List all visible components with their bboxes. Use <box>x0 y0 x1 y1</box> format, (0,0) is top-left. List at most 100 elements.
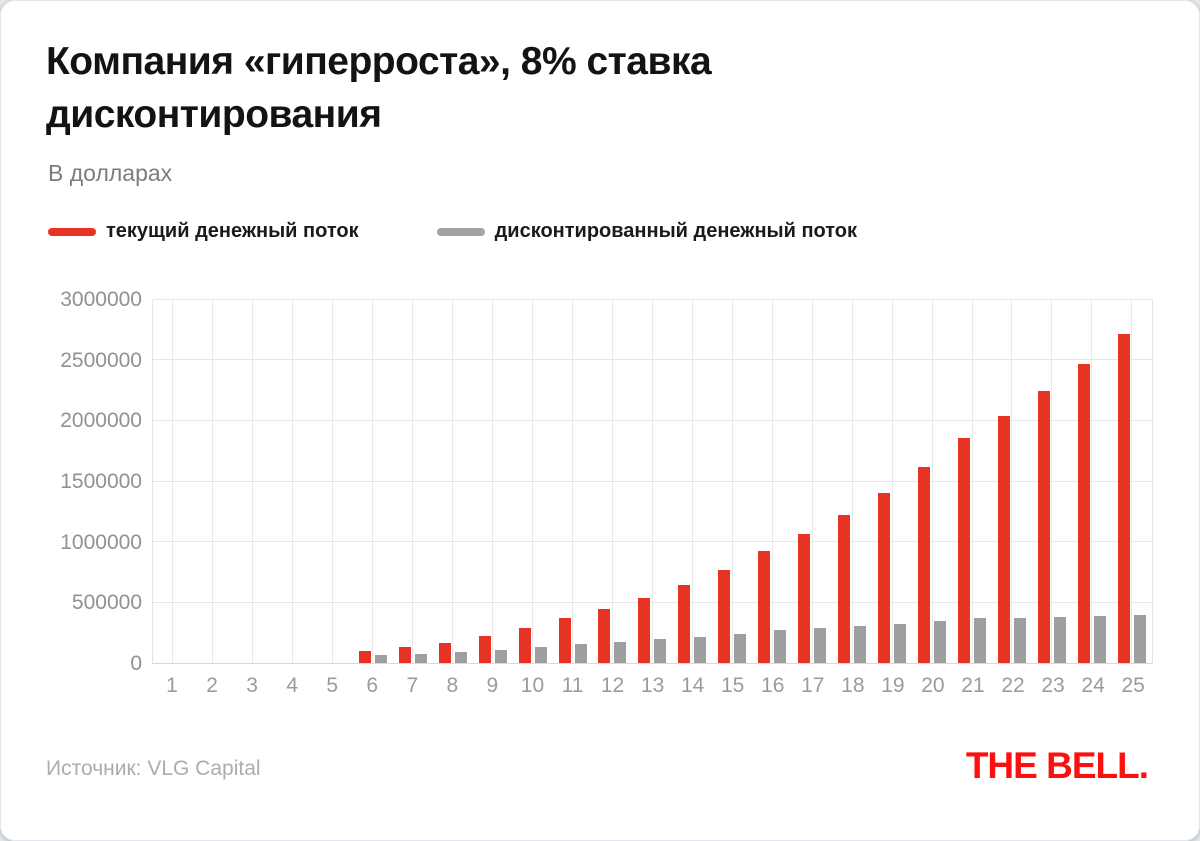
bar-discounted-cash-flow <box>974 618 987 663</box>
chart-column <box>592 300 632 663</box>
y-axis-label: 500000 <box>71 591 142 615</box>
bar-current-cash-flow <box>918 467 931 663</box>
chart-column <box>632 300 672 663</box>
chart-column <box>153 300 193 663</box>
x-axis-label: 25 <box>1121 674 1145 697</box>
x-axis-label: 15 <box>721 674 745 697</box>
y-axis-label: 0 <box>130 652 142 675</box>
bar-discounted-cash-flow <box>694 636 707 663</box>
x-axis-label: 16 <box>761 674 785 697</box>
legend-item-current: текущий денежный поток <box>48 220 359 243</box>
bar-current-cash-flow <box>798 534 811 663</box>
bar-current-cash-flow <box>1077 363 1090 663</box>
chart-column <box>952 300 992 663</box>
bar-discounted-cash-flow <box>614 641 627 663</box>
y-axis-label: 2500000 <box>60 348 142 372</box>
x-axis-label: 20 <box>921 674 945 697</box>
chart-column <box>712 300 752 663</box>
x-axis-label: 7 <box>406 674 419 697</box>
bar-current-cash-flow <box>638 598 651 663</box>
x-axis-label: 3 <box>246 674 258 697</box>
bar-current-cash-flow <box>358 650 371 663</box>
y-axis-label: 1500000 <box>60 470 142 493</box>
chart-column <box>513 300 553 663</box>
bar-current-cash-flow <box>598 609 611 663</box>
bar-discounted-cash-flow <box>574 643 587 663</box>
source-label: Источник: VLG Capital <box>46 757 261 780</box>
x-axis-label: 8 <box>446 674 459 697</box>
x-axis-label: 10 <box>520 674 545 697</box>
bar-discounted-cash-flow <box>734 633 747 663</box>
chart-column <box>553 300 593 663</box>
bar-current-cash-flow <box>958 438 971 663</box>
bar-current-cash-flow <box>1117 333 1130 663</box>
chart-column <box>752 300 792 663</box>
bar-current-cash-flow <box>558 618 571 663</box>
bar-discounted-cash-flow <box>374 655 387 663</box>
bar-current-cash-flow <box>478 636 491 663</box>
bar-discounted-cash-flow <box>854 626 867 663</box>
x-axis-label: 18 <box>841 674 865 697</box>
bar-current-cash-flow <box>878 492 891 663</box>
chart-column <box>393 300 433 663</box>
bar-current-cash-flow <box>1037 390 1050 663</box>
bar-discounted-cash-flow <box>774 630 787 663</box>
legend-swatch-discounted-icon <box>436 227 485 236</box>
bar-discounted-cash-flow <box>454 651 467 663</box>
x-axis-label: 19 <box>881 674 905 697</box>
bar-discounted-cash-flow <box>934 621 947 663</box>
chart-column <box>1072 300 1112 663</box>
x-axis-label: 22 <box>1001 674 1025 697</box>
chart-column <box>832 300 872 663</box>
chart-column <box>473 300 513 663</box>
bar-discounted-cash-flow <box>894 623 907 663</box>
chart-column <box>672 300 712 663</box>
bar-current-cash-flow <box>438 642 451 663</box>
bar-current-cash-flow <box>398 647 411 663</box>
legend-label-discounted: дисконтированный денежный поток <box>494 220 858 242</box>
x-axis-label: 2 <box>206 674 218 697</box>
y-axis-labels: 0 500000 1000000 1500000 2000000 2500000 30000… <box>20 288 142 675</box>
bar-discounted-cash-flow <box>494 649 507 663</box>
x-axis-label: 6 <box>366 674 379 697</box>
x-axis-label: 23 <box>1041 674 1065 697</box>
bar-discounted-cash-flow <box>1013 617 1026 663</box>
x-axis-label: 21 <box>961 674 985 697</box>
bar-discounted-cash-flow <box>654 639 667 663</box>
chart-column <box>353 300 393 663</box>
chart-column <box>233 300 273 663</box>
bar-current-cash-flow <box>998 415 1010 663</box>
legend-swatch-current-icon <box>48 227 96 236</box>
x-axis-label: 1 <box>166 674 178 697</box>
y-axis-label: 1000000 <box>60 530 142 554</box>
x-axis-label: 4 <box>286 674 298 697</box>
chart-column <box>1032 300 1072 663</box>
bar-discounted-cash-flow <box>534 647 547 663</box>
chart-column <box>872 300 912 663</box>
chart-column <box>433 300 473 663</box>
bar-current-cash-flow <box>838 515 851 663</box>
chart-column <box>792 300 832 663</box>
y-axis-label: 2000000 <box>60 409 142 433</box>
x-axis-labels: 1 2 3 4 5 6 7 8 9 10 11 12 13 14 15 16 17 18 19 20 21 22 23 24 2… <box>152 674 1153 698</box>
x-axis-label: 11 <box>561 674 584 697</box>
bar-current-cash-flow <box>718 569 731 663</box>
bar-discounted-cash-flow <box>1133 614 1146 663</box>
h-gridline <box>153 299 1152 300</box>
chart-column <box>1112 300 1152 663</box>
bar-current-cash-flow <box>518 628 531 663</box>
bar-current-cash-flow <box>678 585 691 663</box>
x-axis-label: 12 <box>600 674 625 697</box>
chart-column <box>193 300 233 663</box>
legend-item-discounted: дисконтированный денежный поток <box>436 220 858 243</box>
legend: текущий денежный поток дисконтированный … <box>48 220 857 243</box>
bar-current-cash-flow <box>758 551 771 663</box>
chart-column <box>912 300 952 663</box>
x-axis-label: 13 <box>640 674 665 697</box>
x-axis-label: 17 <box>801 674 825 697</box>
chart-column <box>992 300 1032 663</box>
x-axis-label: 14 <box>680 674 705 697</box>
the-bell-logo: THE BELL. <box>965 745 1149 786</box>
bar-discounted-cash-flow <box>1053 616 1066 663</box>
chart-subtitle: В долларах <box>48 160 173 186</box>
